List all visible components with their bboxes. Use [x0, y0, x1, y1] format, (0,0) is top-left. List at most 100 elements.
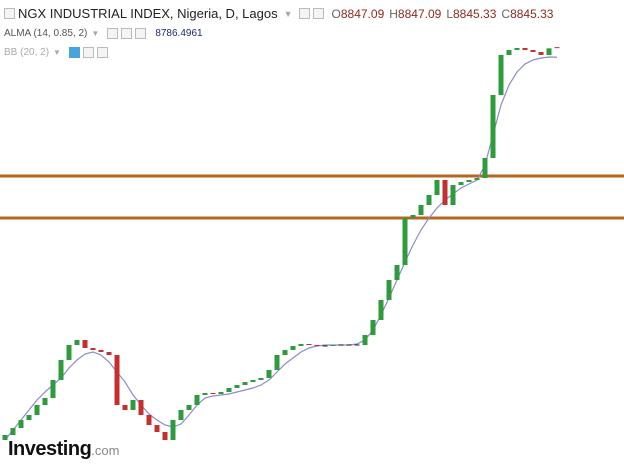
candle-body: [42, 398, 48, 405]
visibility-icon[interactable]: [107, 28, 119, 39]
candle-body: [26, 415, 32, 420]
candle-body: [66, 345, 72, 360]
candle-body: [210, 393, 216, 394]
ohlc: O 8847.09 H 8847.09 L 8845.33 C 8845.33: [327, 7, 554, 21]
candle-body: [234, 385, 240, 388]
candle-body: [394, 265, 400, 280]
header: NGX INDUSTRIAL INDEX, Nigeria, D, Lagos …: [4, 6, 553, 21]
candle-body: [242, 382, 248, 385]
alma-legend: ALMA (14, 0.85, 2) ▼ 8786.4961: [4, 28, 203, 39]
candle-body: [18, 420, 24, 428]
candle-body: [410, 215, 416, 218]
candle-body: [522, 48, 528, 50]
logo: Investing.com: [8, 438, 119, 461]
candle-body: [306, 344, 312, 345]
candle-body: [458, 182, 464, 185]
hide-icon[interactable]: [312, 8, 324, 19]
candle-body: [2, 435, 8, 440]
candle-body: [74, 340, 80, 345]
candle-body: [114, 355, 120, 405]
candle-body: [162, 432, 168, 440]
ohlc-value: 8847.09: [397, 6, 442, 21]
candle-body: [138, 400, 144, 415]
candle-body: [98, 350, 104, 352]
candle-body: [298, 344, 304, 346]
candle-body: [314, 345, 320, 346]
candle-body: [34, 405, 40, 415]
candle-body: [474, 178, 480, 180]
visibility-icon[interactable]: [68, 47, 80, 58]
candle-body: [538, 52, 544, 55]
candle-body: [50, 380, 56, 398]
candle-body: [490, 95, 496, 158]
candle-body: [250, 380, 256, 382]
indicator-value: 8786.4961: [155, 28, 203, 39]
logo-suffix: .com: [91, 443, 120, 458]
settings-icon[interactable]: [121, 28, 133, 39]
candle-body: [482, 158, 488, 178]
dropdown[interactable]: ▼: [53, 48, 61, 57]
candle-body: [218, 392, 224, 394]
candle-body: [434, 180, 440, 195]
candle-body: [202, 393, 208, 395]
settings-icon[interactable]: [298, 8, 310, 19]
dropdown[interactable]: ▼: [283, 8, 293, 19]
candle-body: [194, 395, 200, 405]
candle-body: [274, 355, 280, 370]
candle-body: [450, 185, 456, 205]
candle-body: [426, 195, 432, 205]
chart-title: NGX INDUSTRIAL INDEX, Nigeria, D, Lagos: [18, 6, 278, 21]
ohlc-label: O: [331, 6, 341, 21]
candle-body: [290, 346, 296, 350]
candle-body: [266, 370, 272, 378]
candle-body: [514, 48, 520, 50]
candle-body: [370, 320, 376, 335]
alma-line: [4, 56, 558, 441]
candle-body: [106, 352, 112, 355]
candle-body: [258, 378, 264, 380]
candle-body: [282, 350, 288, 355]
ohlc-value: 8847.09: [340, 6, 385, 21]
indicator-name: ALMA (14, 0.85, 2): [4, 28, 88, 39]
candle-body: [130, 400, 136, 410]
candle-body: [498, 55, 504, 95]
candle-body: [186, 405, 192, 410]
ohlc-label: H: [389, 6, 398, 21]
candle-body: [402, 218, 408, 265]
candle-body: [330, 345, 336, 346]
candle-body: [90, 348, 96, 350]
candle-body: [378, 300, 384, 320]
candle-body: [226, 388, 232, 392]
candle-body: [58, 360, 64, 380]
indicator-name: BB (20, 2): [4, 47, 50, 58]
ohlc-label: L: [446, 6, 453, 21]
candle-body: [122, 405, 128, 410]
candle-body: [530, 50, 536, 52]
bb-legend: BB (20, 2) ▼: [4, 47, 111, 58]
close-icon[interactable]: [96, 47, 108, 58]
close-icon[interactable]: [135, 28, 147, 39]
candle-body: [442, 180, 448, 205]
candle-body: [10, 428, 16, 435]
settings-icon[interactable]: [82, 47, 94, 58]
candle-body: [178, 410, 184, 420]
candle-body: [386, 280, 392, 300]
candle-body: [154, 425, 160, 432]
candle-body: [506, 50, 512, 55]
candle-body: [146, 415, 152, 425]
ohlc-label: C: [501, 6, 511, 21]
ohlc-value: 8845.33: [510, 6, 554, 21]
candle-body: [418, 205, 424, 215]
collapse-icon[interactable]: [4, 8, 15, 19]
candle-body: [82, 340, 88, 348]
logo-name: Investing: [8, 438, 92, 460]
candle-body: [170, 420, 176, 440]
candle-body: [554, 47, 560, 49]
ohlc-value: 8845.33: [453, 6, 497, 21]
candle-body: [362, 335, 368, 345]
dropdown[interactable]: ▼: [91, 29, 100, 38]
candle-body: [466, 180, 472, 182]
candle-body: [546, 48, 552, 55]
